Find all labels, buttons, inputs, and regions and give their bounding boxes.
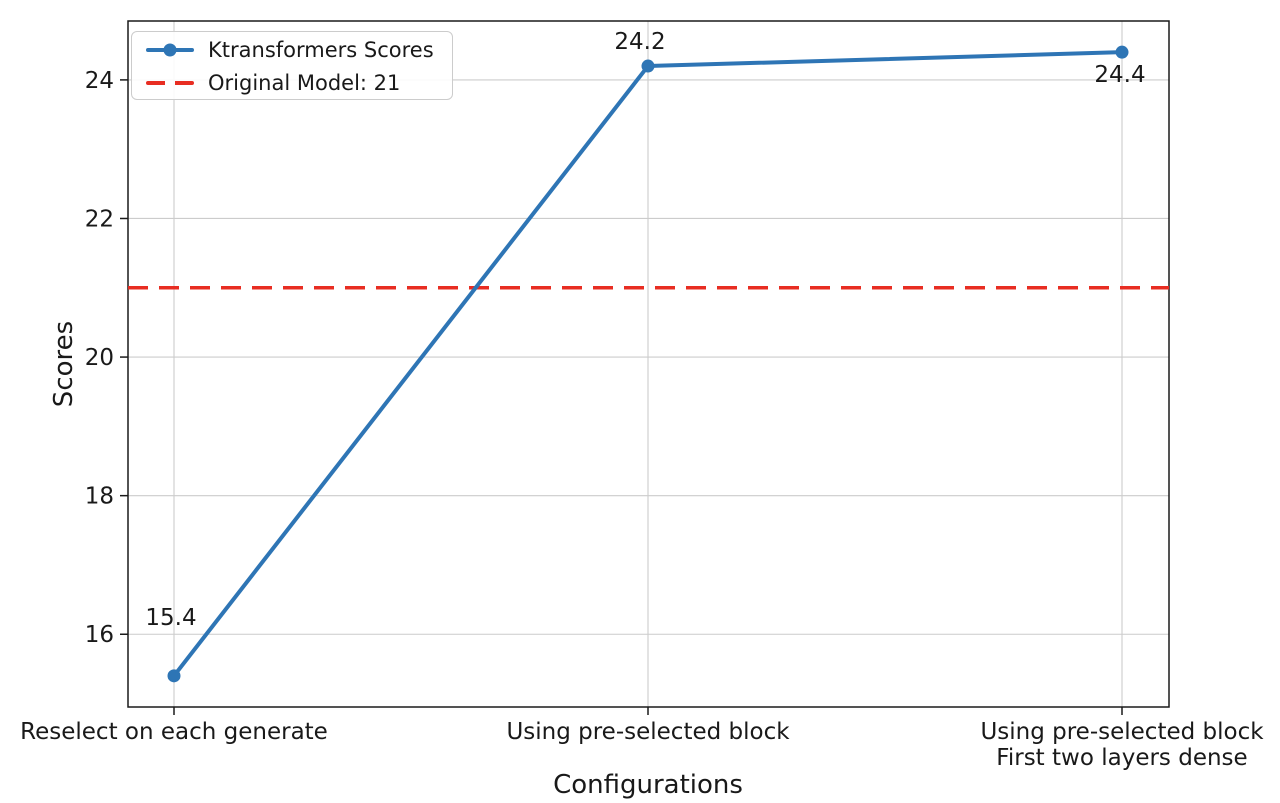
data-point-label: 24.4 (1094, 62, 1145, 88)
legend-item-reference: Original Model: 21 (146, 66, 452, 99)
data-point-label: 24.2 (614, 29, 665, 55)
y-tick-label: 24 (85, 68, 114, 94)
legend-item-series: Ktransformers Scores (146, 33, 452, 66)
reference-line-sample (146, 80, 194, 85)
series-marker-sample (163, 43, 177, 56)
x-axis-title: Configurations (553, 770, 743, 800)
legend-label-series: Ktransformers Scores (208, 37, 434, 62)
legend-dashed-sample (146, 66, 194, 99)
legend-label-reference: Original Model: 21 (208, 70, 401, 95)
data-point-marker (1115, 45, 1129, 59)
legend: Ktransformers Scores Original Model: 21 (131, 31, 453, 100)
data-point-marker (167, 669, 181, 683)
legend-line-circle-sample (146, 33, 194, 66)
x-tick-label: Using pre-selected block (506, 719, 790, 745)
x-tick-label: Reselect on each generate (20, 719, 328, 745)
x-tick-label: Using pre-selected block First two layers… (980, 719, 1264, 771)
data-point-label: 15.4 (145, 605, 196, 631)
y-axis-title: Scores (49, 320, 79, 408)
data-point-marker (641, 59, 655, 73)
y-tick-label: 16 (85, 622, 114, 648)
y-tick-label: 18 (85, 484, 114, 510)
y-tick-label: 22 (85, 206, 114, 232)
y-tick-label: 20 (85, 345, 114, 371)
